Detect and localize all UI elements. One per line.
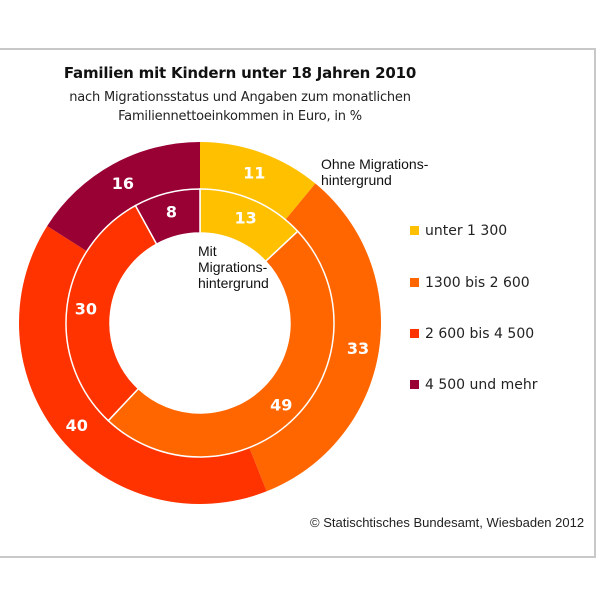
chart-title: Familien mit Kindern unter 18 Jahren 201…	[63, 64, 417, 82]
legend-item-unter-1300: unter 1 300	[410, 223, 507, 239]
chart-subtitle-line1: nach Migrationsstatus und Angaben zum mo…	[69, 90, 411, 105]
legend-item-2600-4500: 2 600 bis 4 500	[410, 326, 534, 342]
chart-frame	[0, 48, 596, 558]
inner-segment-label-3: 8	[166, 203, 177, 222]
inner-segment-label-1: 49	[270, 395, 292, 414]
outer-segment-label-0: 11	[243, 163, 265, 182]
outer-segment-label-2: 40	[66, 416, 88, 435]
inner-segment-label-2: 30	[75, 300, 97, 319]
inner-segment-label-0: 13	[235, 208, 257, 227]
outer-segment-2	[18, 226, 267, 505]
inner-ring-label-line2: Migrations-	[198, 259, 268, 275]
legend-swatch	[410, 328, 419, 338]
outer-segment-label-3: 16	[112, 174, 134, 193]
legend-label: 4 500 und mehr	[425, 377, 538, 393]
outer-ring-label-line1: Ohne Migrations-	[321, 156, 429, 172]
inner-ring-label-line3: hintergrund	[198, 275, 269, 291]
outer-segment-1	[249, 183, 382, 492]
outer-segment-3	[47, 142, 200, 252]
legend-swatch	[410, 379, 419, 389]
chart-subtitle-line2: Familiennettoeinkommen in Euro, in %	[118, 109, 362, 124]
copyright-text: © Statischtisches Bundesamt, Wiesbaden 2…	[310, 515, 585, 530]
legend-item-4500-mehr: 4 500 und mehr	[410, 377, 538, 393]
outer-segment-0	[200, 142, 316, 220]
outer-ring-label: Ohne Migrations- hintergrund	[321, 156, 428, 188]
legend-label: 2 600 bis 4 500	[425, 326, 535, 342]
outer-segment-label-1: 33	[347, 339, 369, 358]
legend-swatch	[410, 225, 419, 235]
outer-ring-label-line2: hintergrund	[321, 172, 392, 188]
legend-label: 1300 bis 2 600	[425, 275, 530, 291]
legend-label: unter 1 300	[425, 223, 508, 239]
inner-ring-label-line1: Mit	[198, 243, 217, 259]
inner-ring-label: Mit Migrations- hintergrund	[198, 243, 269, 291]
legend-swatch	[410, 277, 419, 287]
ring-divider	[65, 188, 335, 458]
legend-item-1300-2600: 1300 bis 2 600	[410, 275, 530, 291]
